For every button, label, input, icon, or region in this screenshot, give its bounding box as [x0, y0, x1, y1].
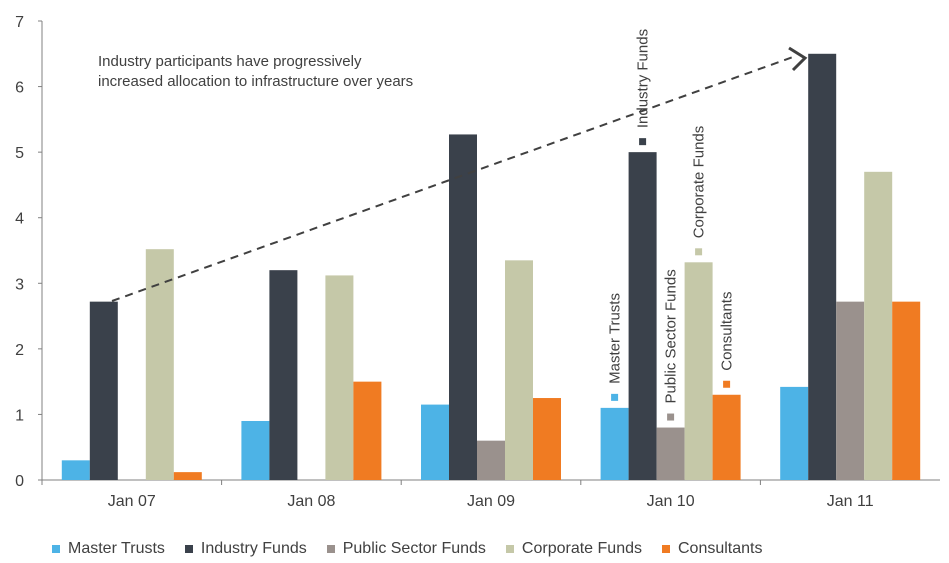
bars — [61, 53, 921, 481]
bar — [269, 270, 298, 480]
legend-item: Industry Funds — [184, 540, 307, 558]
series-label-swatch — [667, 413, 675, 421]
series-label-swatch — [611, 393, 619, 401]
legend-swatch — [326, 545, 335, 553]
bar — [173, 472, 202, 480]
series-label-swatch — [639, 138, 647, 146]
series-label: Public Sector Funds — [663, 269, 680, 403]
x-tick-label: Jan 07 — [108, 493, 156, 510]
y-tick-label: 6 — [15, 80, 24, 97]
bar — [808, 53, 837, 481]
legend-swatch — [661, 545, 670, 553]
y-tick-label: 1 — [15, 407, 24, 424]
legend-swatch — [505, 545, 514, 553]
bar — [241, 420, 270, 480]
trend-arrow-head — [788, 46, 808, 72]
y-tick-label: 3 — [15, 276, 24, 293]
x-tick-label: Jan 10 — [647, 493, 695, 510]
trend-arrow-line — [111, 56, 794, 302]
annotation-line-2: increased allocation to infrastructure o… — [98, 73, 413, 90]
bar — [421, 404, 449, 480]
x-tick-label: Jan 11 — [827, 493, 874, 510]
legend: Master Trusts Industry Funds Public Sector… — [52, 540, 762, 558]
y-tick-label: 4 — [15, 211, 24, 228]
y-tick-label: 7 — [15, 14, 24, 31]
series-label-swatch — [723, 380, 731, 388]
bar — [600, 407, 629, 480]
legend-item: Public Sector Funds — [326, 540, 486, 558]
y-tick-label: 0 — [15, 473, 24, 490]
bar — [449, 134, 477, 480]
y-tick-label: 2 — [15, 342, 24, 359]
bar — [145, 249, 174, 480]
bar — [780, 386, 809, 480]
bar — [89, 301, 118, 480]
legend-label: Corporate Funds — [521, 540, 642, 557]
bar — [656, 427, 685, 480]
legend-item: Corporate Funds — [505, 540, 642, 558]
legend-swatch — [184, 545, 193, 553]
legend-label: Master Trusts — [68, 540, 165, 557]
series-label: Consultants — [719, 292, 736, 371]
bar — [325, 275, 354, 480]
bar — [61, 460, 90, 480]
series-label: Corporate Funds — [691, 126, 708, 239]
bar — [533, 398, 561, 480]
bar — [864, 171, 893, 481]
legend-label: Public Sector Funds — [342, 540, 486, 557]
annotation-layer: Industry participants have progressively… — [98, 46, 808, 302]
series-labels: Master Trusts Industry Funds Public Sector… — [607, 29, 736, 421]
legend-item: Consultants — [661, 540, 763, 558]
axes: 0 1 2 3 4 5 6 7 Jan 07 Jan 08 Jan 09 Jan 10 Jan 11 — [15, 14, 940, 510]
bar — [712, 394, 741, 480]
legend-swatch — [52, 545, 60, 553]
legend-label: Consultants — [677, 540, 763, 557]
x-tick-label: Jan 09 — [467, 493, 515, 510]
bar — [505, 260, 533, 480]
bar — [628, 152, 657, 480]
bar — [836, 301, 865, 480]
chart: 0 1 2 3 4 5 6 7 Jan 07 Jan 08 Jan 09 Jan 10 Jan 11 I… — [15, 14, 940, 510]
x-tick-label: Jan 08 — [287, 493, 335, 510]
bar — [684, 262, 713, 480]
bar — [353, 381, 382, 480]
y-tick-label: 5 — [15, 145, 24, 162]
series-label: Industry Funds — [635, 29, 652, 128]
annotation-line-1: Industry participants have progressively — [98, 53, 362, 70]
series-label: Master Trusts — [607, 293, 624, 384]
bar — [477, 440, 505, 480]
bar — [892, 301, 921, 480]
legend-label: Industry Funds — [200, 540, 307, 557]
series-label-swatch — [695, 248, 703, 256]
legend-item: Master Trusts — [52, 540, 165, 558]
